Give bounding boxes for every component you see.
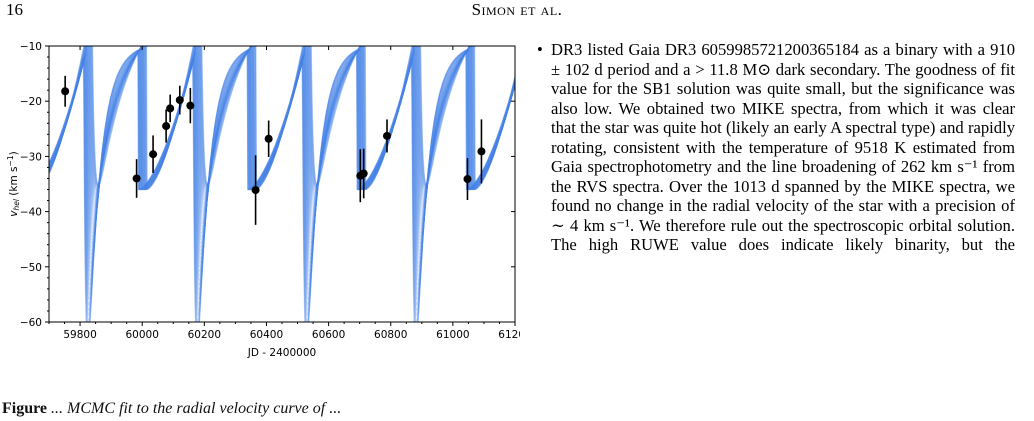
model-curve: [49, 46, 515, 203]
y-tick-label: −60: [20, 317, 42, 329]
model-curve: [49, 46, 515, 191]
model-curve: [49, 46, 515, 201]
model-curve: [49, 49, 515, 256]
model-curve: [49, 49, 515, 322]
model-curve: [49, 46, 515, 194]
y-tick-label: −40: [20, 207, 42, 219]
model-curve: [49, 49, 515, 260]
model-curve: [49, 46, 515, 191]
model-curve: [49, 46, 515, 212]
caption-label: Figure: [2, 400, 48, 417]
model-curve: [49, 47, 515, 231]
model-curve: [49, 48, 515, 234]
model-curve: [49, 47, 515, 225]
body-text-column: DR3 listed Gaia DR3 6059985721200365184 …: [535, 40, 1015, 421]
model-curve: [49, 49, 515, 278]
model-curve: [49, 47, 515, 228]
model-curve: [49, 49, 515, 322]
running-head: Simon et al.: [471, 0, 563, 19]
model-curve: [49, 49, 515, 268]
model-curve: [49, 46, 515, 191]
x-tick-label: 60800: [374, 329, 407, 341]
model-curve: [49, 49, 515, 312]
model-curve: [49, 49, 515, 322]
model-curve: [49, 48, 515, 241]
model-curve: [49, 48, 515, 253]
model-curve: [49, 49, 515, 297]
model-curve: [49, 46, 515, 191]
rv-data-point: [175, 96, 184, 105]
model-curve: [49, 46, 515, 198]
model-curve: [49, 49, 515, 286]
model-curve: [49, 46, 515, 191]
x-tick-label: 59800: [63, 329, 96, 341]
model-curve: [49, 49, 515, 300]
model-curve: [49, 48, 515, 249]
model-curve: [49, 46, 515, 191]
y-tick-label: −10: [20, 41, 42, 53]
model-curve: [49, 49, 515, 292]
model-curve: [49, 46, 515, 217]
model-curve: [49, 49, 515, 282]
y-axis-label: vhel (km s−1): [6, 151, 21, 216]
rv-data-point: [383, 131, 392, 140]
model-curve: [49, 46, 515, 205]
model-curve: [49, 46, 515, 219]
caption-text: ... MCMC fit to the radial velocity curv…: [47, 400, 342, 417]
model-curve: [49, 46, 515, 191]
x-tick-label: 61000: [436, 329, 469, 341]
model-curve: [49, 46, 515, 195]
model-curve: [49, 46, 515, 196]
y-tick-label: −20: [20, 96, 42, 108]
model-curve: [49, 46, 515, 191]
x-tick-label: 60000: [125, 329, 158, 341]
rv-data-point: [359, 169, 368, 178]
y-tick-label: −30: [20, 151, 42, 163]
y-tick-label: −50: [20, 262, 42, 274]
model-curve: [49, 49, 515, 265]
x-axis-label: JD - 2400000: [247, 347, 316, 359]
model-curve: [49, 46, 515, 191]
model-curve: [49, 49, 515, 317]
x-tick-label: 60600: [312, 329, 345, 341]
figure-caption: Figure ... MCMC fit to the radial veloci…: [2, 400, 341, 418]
page-number: 16: [6, 0, 23, 19]
model-curve: [49, 46, 515, 191]
model-curve: [49, 46, 515, 191]
model-curve: [49, 46, 515, 191]
rv-observations: [61, 75, 486, 225]
rv-data-point: [162, 122, 171, 131]
model-curve: [49, 49, 515, 273]
rv-data-point: [186, 101, 195, 110]
model-curve: [49, 46, 515, 207]
mcmc-model-curves: [49, 46, 515, 322]
rv-data-point: [61, 87, 70, 96]
rv-data-point: [264, 134, 273, 143]
model-curve: [49, 46, 515, 191]
model-curve: [49, 46, 515, 192]
model-curve: [49, 46, 515, 191]
rv-data-point: [463, 175, 472, 184]
x-tick-label: 60400: [250, 329, 283, 341]
rv-figure: 59800 60000 60200 60400 60600 60800 61000 61200…: [6, 41, 520, 359]
x-tick-label: 61200: [498, 329, 520, 341]
model-curve: [49, 46, 515, 191]
rv-data-point: [149, 150, 158, 159]
model-curve: [49, 49, 515, 306]
model-curve: [49, 48, 515, 238]
model-curve: [49, 46, 515, 209]
rv-data-point: [477, 147, 486, 156]
rv-data-point: [132, 174, 141, 183]
model-curve: [49, 46, 515, 222]
model-curve: [49, 46, 515, 191]
rv-data-point: [251, 186, 260, 195]
rv-data-point: [166, 104, 175, 113]
model-curve: [49, 49, 515, 322]
model-curve: [49, 49, 515, 322]
model-curve: [49, 46, 515, 214]
model-curve: [49, 46, 515, 199]
x-tick-label: 60200: [188, 329, 221, 341]
paragraph-dr3-binary: DR3 listed Gaia DR3 6059985721200365184 …: [537, 40, 1015, 255]
model-curve: [49, 48, 515, 244]
